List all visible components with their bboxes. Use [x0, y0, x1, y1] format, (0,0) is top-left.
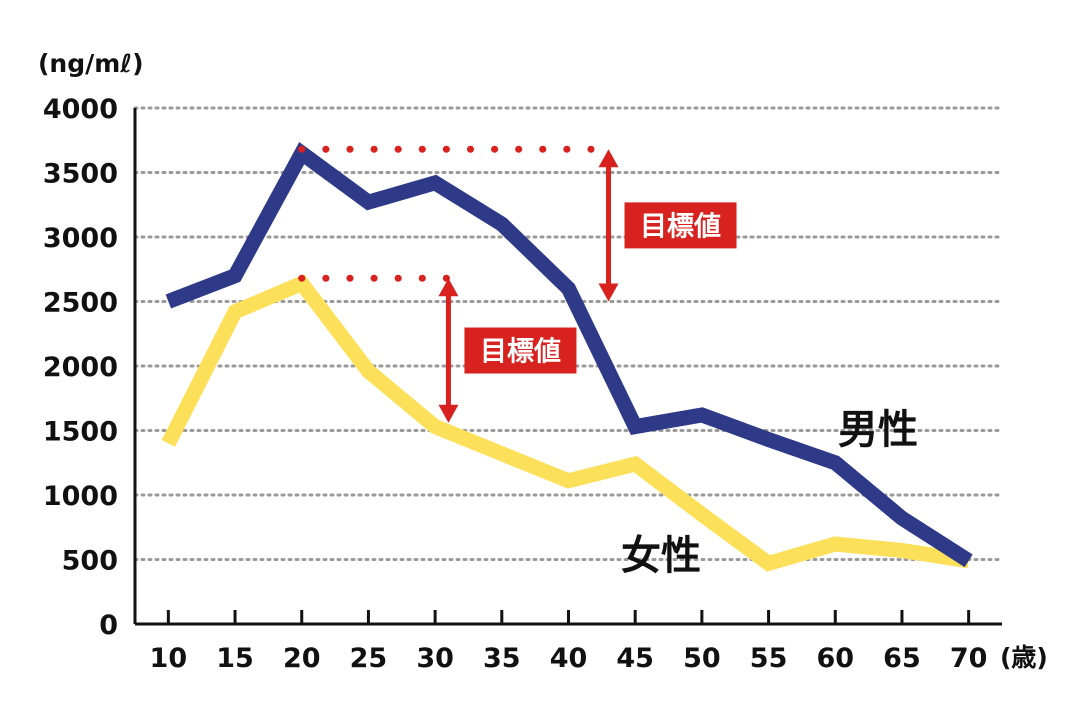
x-tick-label: 70	[950, 643, 988, 674]
x-tick-label: 65	[883, 643, 921, 674]
x-tick-label: 40	[550, 643, 588, 674]
target-arrow-head-up	[598, 149, 619, 168]
series-line-male	[165, 142, 973, 568]
series-label-female: 女性	[621, 533, 701, 579]
y-tick-label: 4000	[43, 94, 118, 125]
series-line-female	[161, 274, 970, 572]
y-tick-label: 0	[99, 610, 118, 641]
y-axis-tick-labels: 0 500 1000 1500 2000 2500 3000 3500 4000	[43, 94, 118, 641]
y-tick-label: 2000	[43, 352, 118, 383]
target-badge	[464, 327, 577, 374]
target-badge-label: 目標値	[640, 211, 721, 242]
x-axis-unit-label: (歳)	[1000, 643, 1048, 672]
series-label-male: 男性	[838, 407, 918, 453]
x-tick-label: 35	[483, 643, 521, 674]
x-tick-label: 60	[816, 643, 854, 674]
x-tick-label: 30	[416, 643, 454, 674]
target-arrow-head-down	[598, 283, 619, 302]
target-arrow-head-down	[438, 404, 459, 423]
x-tick-label: 50	[683, 643, 721, 674]
y-tick-label: 3500	[43, 159, 118, 190]
y-axis-unit-label: (ng/mℓ)	[38, 49, 144, 78]
x-tick-label: 25	[350, 643, 388, 674]
y-tick-label: 1500	[43, 417, 118, 448]
x-tick-label: 10	[150, 643, 188, 674]
y-tick-label: 2500	[43, 288, 118, 319]
series-lines	[161, 142, 973, 572]
y-tick-label: 3000	[43, 223, 118, 254]
y-tick-label: 1000	[43, 481, 118, 512]
x-tick-label: 20	[283, 643, 321, 674]
target-badge	[624, 202, 737, 249]
x-axis-tick-labels: 10 15 20 25 30 35 40 45 50 55 60 65 70	[150, 643, 988, 674]
target-annotation-female: 目標値	[298, 274, 577, 423]
y-tick-label: 500	[62, 546, 118, 577]
target-badge-label: 目標値	[480, 337, 561, 368]
x-tick-label: 45	[616, 643, 654, 674]
x-axis-ticks	[166, 610, 971, 624]
target-annotation-male: 目標値	[298, 145, 737, 302]
target-arrow-head-up	[438, 278, 459, 297]
x-tick-label: 15	[216, 643, 254, 674]
x-tick-label: 55	[750, 643, 788, 674]
